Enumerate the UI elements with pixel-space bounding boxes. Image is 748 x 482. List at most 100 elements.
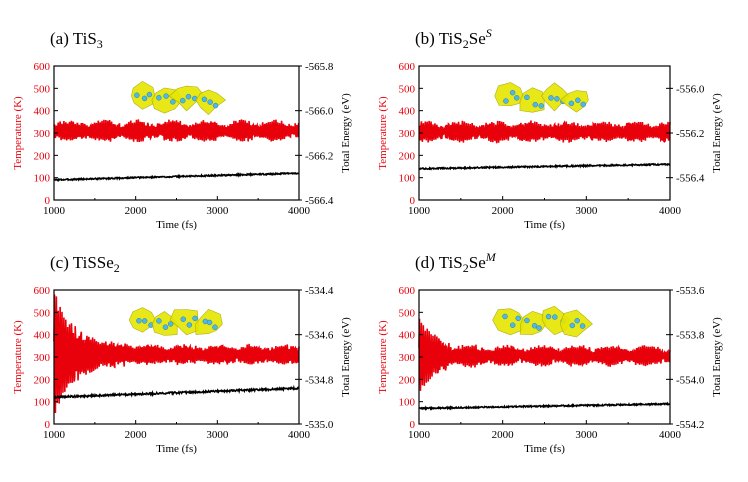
structure-atom (509, 322, 516, 328)
panel-a: (a) TiS3 0 100 200 300 400 500 600 -566.4 -566.2 -… (12, 29, 352, 231)
y-tick-label: 300 (34, 352, 51, 364)
structure-atom (163, 93, 169, 99)
y-tick-label: 600 (399, 285, 416, 297)
structure-atom (579, 323, 586, 329)
structure-atom (531, 323, 538, 329)
temperature-line (418, 318, 671, 391)
structure-atom (515, 315, 521, 322)
y2-tick-label: -556.2 (676, 128, 704, 140)
structure-atom (524, 317, 530, 324)
structure-atom (532, 101, 539, 108)
panel-b: (b) TiS2SeS 0 100 200 300 400 500 600 -556.4 -556… (377, 26, 723, 231)
structure-atom (503, 98, 509, 104)
x-tick-label: 1000 (43, 429, 66, 441)
structure-atom (212, 102, 219, 109)
structure-atom (538, 103, 544, 109)
y-tick-label: 400 (399, 330, 416, 342)
structure-atom (170, 99, 176, 105)
y2-tick-label: -553.6 (676, 285, 705, 297)
y2-axis-label: Total Energy (eV) (340, 93, 352, 173)
structure-atom (548, 95, 554, 101)
structure-atom (185, 93, 192, 100)
y-tick-label: 200 (34, 374, 51, 386)
x-tick-label: 3000 (575, 429, 598, 441)
energy-line (418, 162, 671, 171)
y-tick-label: 100 (399, 173, 416, 185)
structure-atom (186, 322, 193, 328)
x-tick-label: 2000 (492, 429, 515, 441)
structure-atom (580, 101, 586, 108)
y2-tick-label: -554.2 (676, 419, 704, 431)
structure-atom (502, 313, 508, 320)
structure-atom (509, 89, 516, 96)
x-tick-label: 1000 (408, 429, 431, 441)
y-tick-label: 400 (399, 106, 416, 118)
y-axis-label: Temperature (K) (12, 320, 24, 394)
y2-tick-label: -566.0 (305, 106, 334, 118)
structure-atom (206, 319, 213, 326)
panel-label: (b) TiS2SeS (415, 26, 492, 51)
panel-c: (c) TiSSe2 0 100 200 300 400 500 600 -535.0 -534.… (12, 253, 352, 455)
y-tick-label: 400 (34, 106, 51, 118)
structure-inset (128, 307, 223, 336)
x-tick-label: 3000 (206, 429, 229, 441)
y2-tick-label: -556.4 (676, 173, 705, 185)
y2-tick-label: -565.8 (305, 61, 334, 73)
structure-atom (180, 316, 187, 323)
structure-atom (136, 317, 142, 324)
structure-atom (513, 95, 520, 101)
temperature-line (53, 119, 300, 142)
y-tick-label: 100 (34, 397, 51, 409)
panel-label-subscript: 3 (97, 37, 103, 51)
y2-axis-label: Total Energy (eV) (340, 317, 352, 397)
y-tick-label: 500 (399, 83, 416, 95)
y2-tick-label: -534.8 (305, 374, 334, 386)
structure-lobe (519, 310, 547, 335)
x-tick-label: 1000 (408, 205, 431, 217)
x-axis-label: Time (fs) (156, 219, 197, 231)
structure-atom (212, 324, 218, 330)
y2-tick-label: -566.2 (305, 150, 333, 162)
panel-label-superscript: S (486, 26, 492, 40)
structure-lobe (559, 309, 593, 338)
structure-atom (179, 97, 186, 104)
structure-atom (524, 94, 530, 101)
x-tick-label: 2000 (125, 205, 148, 217)
x-tick-label: 2000 (125, 429, 148, 441)
y2-tick-label: -553.8 (676, 330, 705, 342)
panel-label-subscript: 2 (463, 37, 469, 51)
panel-label: (c) TiSSe2 (50, 253, 120, 275)
structure-lobe (494, 82, 524, 107)
y-tick-label: 600 (34, 285, 51, 297)
structure-atom (568, 100, 575, 107)
x-tick-label: 4000 (288, 205, 311, 217)
structure-inset (494, 82, 589, 113)
y-tick-label: 500 (34, 307, 51, 319)
panel-label-suffix: Se (469, 29, 486, 48)
x-tick-label: 2000 (492, 205, 515, 217)
x-axis-label: Time (fs) (156, 443, 197, 455)
structure-atom (201, 96, 208, 103)
panel-label-main: (b) TiS (415, 29, 463, 48)
x-tick-label: 3000 (206, 205, 229, 217)
structure-atom (554, 96, 560, 102)
structure-lobe (559, 90, 589, 113)
structure-atom (545, 313, 552, 320)
y2-tick-label: -554.0 (676, 374, 705, 386)
structure-atom (156, 318, 162, 324)
panel-label-main: (c) TiSSe (50, 253, 114, 272)
y-tick-label: 100 (34, 173, 51, 185)
panel-label-suffix: Se (469, 253, 486, 272)
panel-label: (a) TiS3 (50, 29, 103, 51)
energy-line (53, 171, 300, 182)
energy-line (418, 401, 671, 411)
y2-axis-label: Total Energy (eV) (711, 93, 723, 173)
panel-d: (d) TiS2SeM 0 100 200 300 400 500 600 -554.2 -554… (377, 250, 723, 455)
structure-atom (141, 95, 148, 102)
y-tick-label: 0 (45, 419, 51, 431)
y2-tick-label: -556.0 (676, 83, 705, 95)
y-tick-label: 500 (399, 307, 416, 319)
panel-label-main: (d) TiS (415, 253, 463, 272)
x-axis-label: Time (fs) (524, 219, 565, 231)
y-tick-label: 200 (399, 374, 416, 386)
